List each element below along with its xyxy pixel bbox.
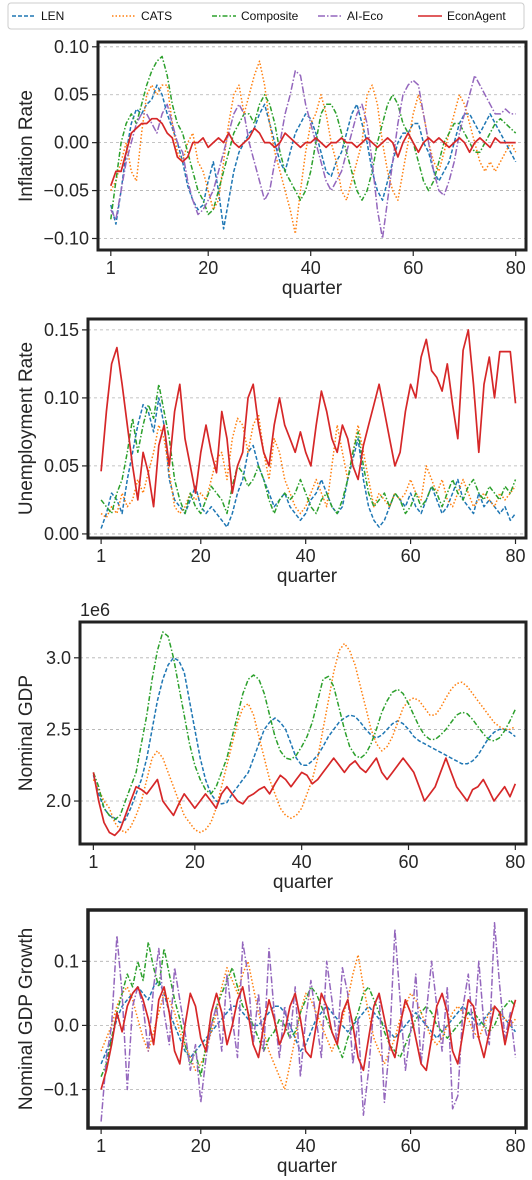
x-tick-label: 20 — [198, 258, 218, 278]
y-tick-label: −0.1 — [43, 1080, 79, 1100]
x-axis-label: quarter — [277, 566, 338, 587]
x-tick-label: 60 — [401, 546, 421, 566]
y-tick-label: 0.10 — [44, 388, 79, 408]
chart-panel-3: 2.0 2.5 3.0 1 20 40 60 80 quarter Nominal GDP 1e6 — [16, 600, 528, 893]
y-offset-label: 1e6 — [80, 600, 110, 620]
y-tick-label: 0.1 — [54, 951, 79, 971]
y-tick-label: 0.00 — [44, 524, 79, 544]
x-axis-label: quarter — [277, 1156, 338, 1177]
series-line-econagent — [92, 757, 517, 837]
series-line-composite — [92, 631, 516, 821]
legend-frame — [7, 2, 525, 30]
x-axis-label: quarter — [282, 278, 343, 299]
y-tick-label: 0.00 — [54, 133, 89, 153]
axes-frame — [86, 908, 528, 1130]
y-tick-label: 0.05 — [54, 85, 89, 105]
y-tick-label: 0.05 — [44, 456, 79, 476]
y-axis-label: Unemployment Rate — [16, 342, 37, 515]
series-line-cats — [100, 954, 517, 1091]
x-tick-label: 80 — [505, 1136, 525, 1156]
y-tick-label: 0.15 — [44, 320, 79, 340]
y-tick-label: 0.10 — [54, 37, 89, 57]
x-tick-label: 40 — [296, 546, 316, 566]
y-tick-label: 0.0 — [54, 1015, 79, 1035]
x-tick-label: 40 — [292, 852, 312, 872]
y-axis-label: Nominal GDP — [16, 675, 37, 791]
series-line-ai-eco — [100, 922, 517, 1122]
series-line-len — [110, 84, 517, 230]
series-group — [100, 329, 517, 529]
legend-label-ai-eco: AI-Eco — [347, 9, 383, 23]
axes-frame — [86, 317, 528, 540]
x-tick-label: 60 — [398, 852, 418, 872]
series-line-cats — [92, 642, 516, 834]
axes-frame — [96, 40, 528, 252]
x-tick-label: 20 — [191, 546, 211, 566]
y-tick-label: 3.0 — [46, 648, 71, 668]
x-tick-label: 1 — [106, 258, 116, 278]
series-group — [100, 922, 517, 1122]
series-group — [109, 55, 517, 240]
chart-panel-2: 0.00 0.05 0.10 0.15 1 20 40 60 80 quarter Unemploy… — [16, 317, 528, 587]
y-axis-label: Nominal GDP Growth — [16, 928, 37, 1110]
series-line-ai-eco — [110, 70, 516, 240]
x-tick-label: 80 — [506, 258, 526, 278]
series-group — [92, 631, 517, 837]
series-line-composite — [100, 941, 517, 1078]
x-tick-label: 40 — [296, 1136, 316, 1156]
series-line-len — [92, 657, 516, 824]
x-tick-label: 60 — [401, 1136, 421, 1156]
legend: LEN CATS Composite AI-Eco EconAgent — [7, 2, 525, 30]
x-tick-label: 20 — [185, 852, 205, 872]
x-tick-label: 80 — [505, 546, 525, 566]
x-axis-label: quarter — [273, 872, 334, 893]
x-tick-label: 1 — [96, 546, 106, 566]
y-tick-label: 2.0 — [46, 791, 71, 811]
y-tick-label: −0.05 — [43, 181, 89, 201]
y-tick-label: −0.10 — [43, 228, 89, 248]
series-line-econagent — [100, 329, 517, 508]
x-tick-label: 20 — [191, 1136, 211, 1156]
legend-label-econagent: EconAgent — [447, 9, 506, 23]
y-tick-label: 2.5 — [46, 719, 71, 739]
series-line-composite — [110, 55, 517, 220]
series-line-composite — [100, 383, 517, 515]
series-line-cats — [110, 60, 517, 235]
legend-label-len: LEN — [41, 9, 64, 23]
x-tick-label: 1 — [88, 852, 98, 872]
series-line-econagent — [100, 986, 517, 1090]
axes-frame — [78, 620, 528, 846]
series-line-len — [100, 397, 517, 529]
series-line-econagent — [109, 117, 516, 187]
chart-panel-1: −0.10 −0.05 0.00 0.05 0.10 1 20 40 60 80 quarter In… — [16, 37, 528, 299]
y-axis-label: Inflation Rate — [16, 90, 37, 202]
x-tick-label: 1 — [96, 1136, 106, 1156]
x-tick-label: 60 — [403, 258, 423, 278]
legend-label-cats: CATS — [141, 9, 172, 23]
chart-panel-4: −0.1 0.0 0.1 1 20 40 60 80 quarter Nominal GDP Gr… — [16, 908, 528, 1177]
series-line-cats — [100, 413, 517, 519]
x-tick-label: 80 — [505, 852, 525, 872]
legend-label-composite: Composite — [241, 9, 299, 23]
x-tick-label: 40 — [301, 258, 321, 278]
